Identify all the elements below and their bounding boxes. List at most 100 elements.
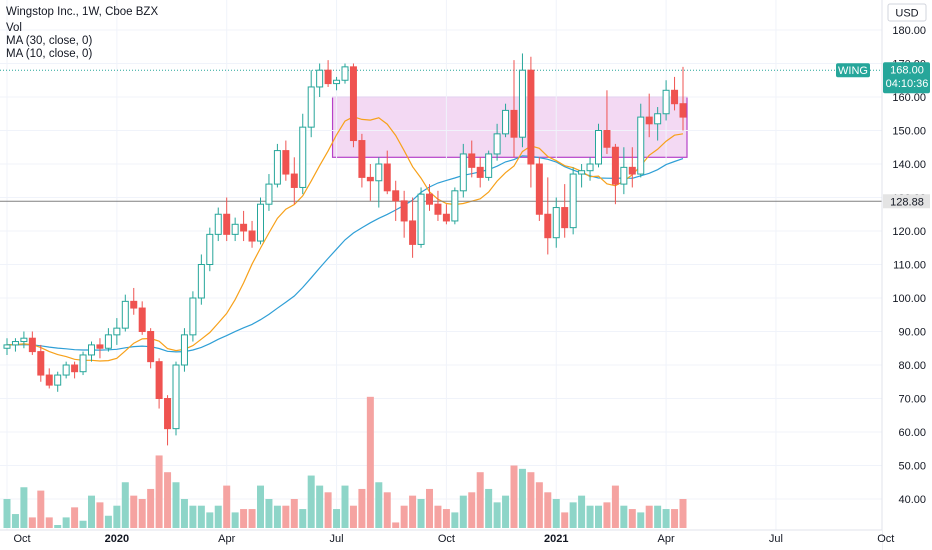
volume-bar xyxy=(155,455,163,528)
volume-bar xyxy=(375,482,383,528)
candle-body xyxy=(349,66,357,142)
volume-bar xyxy=(121,482,129,528)
volume-bar xyxy=(20,487,28,528)
volume-bar xyxy=(88,495,95,528)
candle-body xyxy=(265,183,273,205)
candle-body xyxy=(307,86,315,128)
volume-bar xyxy=(611,485,619,528)
volume-bar xyxy=(476,472,484,528)
volume-bar xyxy=(172,482,180,528)
time-axis-bg xyxy=(0,530,882,550)
candle-body xyxy=(79,354,87,373)
candle-body xyxy=(375,163,383,182)
time-tick-label: Oct xyxy=(877,533,894,545)
indicator-ma10[interactable]: MA (10, close, 0) xyxy=(6,48,92,60)
candle-body xyxy=(341,66,349,81)
horizontal-line[interactable] xyxy=(0,69,882,202)
volume-bar xyxy=(468,492,476,528)
indicator-ma30[interactable]: MA (30, close, 0) xyxy=(6,35,92,47)
candle-body xyxy=(679,103,687,118)
candle-body xyxy=(502,109,510,135)
candle-body xyxy=(299,126,307,188)
candle-body xyxy=(434,203,442,215)
volume-bar xyxy=(240,509,248,528)
candle-body xyxy=(316,69,324,88)
volume-bar xyxy=(679,499,687,528)
candle-body xyxy=(459,153,467,192)
candle-body xyxy=(518,69,526,138)
price-axis[interactable]: 40.00 50.00 60.00 70.00 80.00 90.00 100.00 110.… xyxy=(836,0,932,550)
volume-bar xyxy=(409,495,417,528)
price-tick-label: 120.00 xyxy=(892,226,926,238)
time-axis[interactable]: Oct2020AprJulOct2021AprJulOct2022 xyxy=(0,529,932,550)
price-tick-label: 60.00 xyxy=(898,427,926,439)
volume-bar xyxy=(248,509,256,528)
price-tick-label: 90.00 xyxy=(898,327,926,339)
volume-bar xyxy=(671,509,679,528)
candle-body xyxy=(113,327,121,336)
volume-bar xyxy=(28,517,36,528)
indicator-vol[interactable]: Vol xyxy=(6,22,22,34)
candle-body xyxy=(645,116,653,125)
hline-label-bg xyxy=(883,194,930,209)
candle-body xyxy=(493,133,501,155)
candle-body xyxy=(527,69,535,165)
candle-body xyxy=(28,337,36,353)
volume-bar xyxy=(493,502,501,528)
candle-body xyxy=(671,89,679,105)
volume-bar xyxy=(189,505,197,528)
candle-body xyxy=(603,130,611,148)
candle-body xyxy=(417,193,425,245)
volume-bar xyxy=(113,505,121,528)
price-tick-label: 50.00 xyxy=(898,461,926,473)
candle-body xyxy=(130,300,138,309)
volume-bar xyxy=(586,505,594,528)
volume-bar xyxy=(535,482,543,528)
volume-bar xyxy=(628,509,636,528)
price-tick-label: 100.00 xyxy=(892,293,926,305)
time-tick-label: Apr xyxy=(218,533,235,545)
candle-body xyxy=(544,213,552,239)
volume-bar xyxy=(434,505,442,528)
volume-bar xyxy=(324,492,332,528)
candle-body xyxy=(88,344,95,356)
candle-body xyxy=(510,109,518,138)
time-tick-label: 2021 xyxy=(544,533,568,545)
candle-body xyxy=(248,230,256,242)
volume-bar xyxy=(37,490,45,528)
candle-body xyxy=(620,166,628,185)
time-tick-label: Jul xyxy=(769,533,783,545)
volume-bar xyxy=(214,505,222,528)
volume-bar xyxy=(282,505,290,528)
volume-bar xyxy=(603,502,611,528)
currency-button[interactable] xyxy=(887,3,927,22)
last-price-label: 168.00 xyxy=(890,65,924,77)
candle-body xyxy=(20,337,28,343)
candles xyxy=(3,53,687,446)
volume-bar xyxy=(637,512,645,528)
candle-body xyxy=(231,223,239,235)
volume-bar xyxy=(223,485,231,528)
volume-bar xyxy=(54,525,62,528)
rectangle-drawing[interactable] xyxy=(331,96,688,158)
candle-body xyxy=(324,69,332,85)
volume-bar xyxy=(62,517,70,528)
last-price-tag xyxy=(883,62,930,94)
volume-bar xyxy=(400,505,408,528)
volume-bar xyxy=(442,509,450,528)
candle-body xyxy=(366,176,374,182)
rectangle-zone[interactable] xyxy=(331,96,688,158)
volume-bar xyxy=(273,505,281,528)
volume-bar xyxy=(392,522,400,528)
volume-bar xyxy=(316,485,324,528)
time-tick-label: Oct xyxy=(13,533,30,545)
time-tick-label: Apr xyxy=(658,533,675,545)
candle-body xyxy=(392,190,400,202)
candle-body xyxy=(206,233,214,266)
volume-bar xyxy=(96,502,104,528)
candle-body xyxy=(578,170,586,175)
ma10-line xyxy=(6,116,684,362)
volume-bar xyxy=(79,520,87,528)
volume-bar xyxy=(645,505,653,528)
